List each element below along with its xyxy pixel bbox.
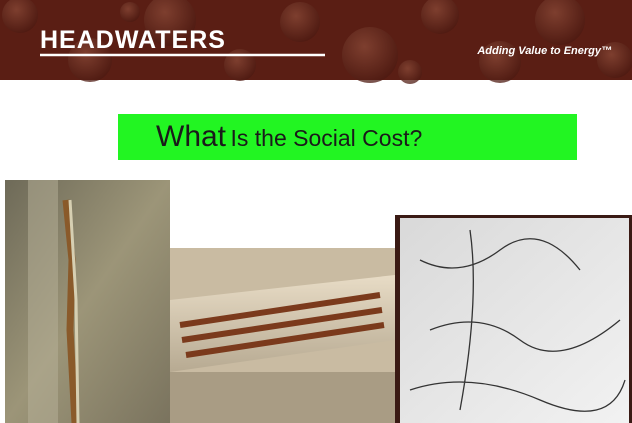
title-rest: Is the Social Cost?: [230, 125, 422, 151]
slide: HEADWATERS Adding Value to Energy™ What …: [0, 0, 632, 423]
photo-beam: [170, 248, 395, 423]
photo-wall: [5, 180, 170, 423]
slide-art: HEADWATERS Adding Value to Energy™: [0, 0, 632, 423]
logo: HEADWATERS: [40, 26, 226, 54]
photo-slab: [395, 215, 632, 423]
tagline: Adding Value to Energy™: [476, 45, 612, 57]
title-box: What Is the Social Cost?: [118, 114, 577, 160]
title-lead: What: [156, 120, 226, 153]
title: What Is the Social Cost?: [156, 120, 422, 154]
